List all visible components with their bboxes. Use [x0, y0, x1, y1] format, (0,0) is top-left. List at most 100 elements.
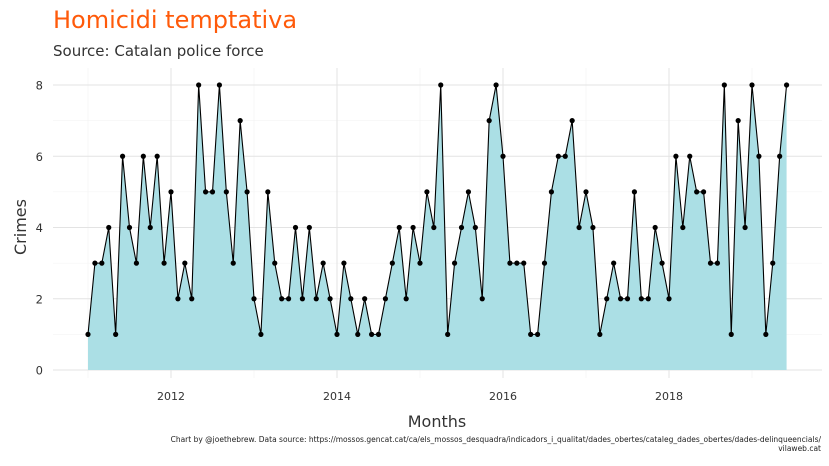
data-point [680, 224, 686, 231]
data-point [424, 189, 430, 195]
data-point [119, 153, 126, 159]
data-point [500, 153, 506, 159]
data-point [223, 189, 229, 195]
series-line [87, 84, 788, 335]
y-tick-label: 8 [36, 79, 43, 93]
data-point [175, 296, 181, 302]
data-point [652, 224, 658, 231]
data-point [389, 260, 395, 266]
data-point [777, 153, 783, 159]
y-axis-title: Crimes [11, 199, 30, 255]
data-point [230, 260, 236, 266]
data-point [659, 260, 665, 266]
data-point [493, 82, 499, 88]
data-point [417, 260, 423, 266]
x-axis-title: Months [408, 412, 466, 431]
area-layer [87, 84, 788, 370]
data-point [514, 260, 520, 266]
data-point [133, 260, 140, 266]
data-point [451, 260, 458, 266]
data-point [541, 260, 548, 266]
data-point [258, 331, 264, 337]
data-point [597, 331, 603, 337]
data-point [555, 153, 561, 159]
data-point [306, 224, 312, 231]
data-point [458, 224, 465, 231]
data-point [548, 189, 555, 195]
x-tick-label: 2016 [489, 390, 517, 403]
data-point [244, 189, 250, 195]
caption-source: Chart by @joethebrew. Data source: https… [170, 435, 821, 444]
data-point [272, 260, 278, 266]
data-point [126, 224, 133, 231]
data-point [410, 224, 416, 231]
data-point [368, 331, 375, 337]
data-point [216, 82, 223, 88]
data-point [362, 296, 368, 302]
data-point [528, 331, 534, 337]
data-point [576, 224, 582, 231]
data-point [735, 118, 741, 124]
data-point [113, 331, 119, 337]
data-point [299, 296, 306, 302]
data-point [507, 260, 513, 266]
data-point [770, 260, 776, 266]
y-tick-label: 4 [36, 221, 43, 235]
chart-caption: Chart by @joethebrew. Data source: https… [61, 435, 821, 453]
data-point [182, 260, 188, 266]
data-point [756, 153, 762, 159]
data-point [140, 153, 146, 159]
data-point [604, 296, 610, 302]
area-fill [88, 85, 787, 370]
data-point [161, 260, 167, 266]
data-point [313, 296, 319, 302]
data-point [700, 189, 707, 195]
data-point [92, 260, 98, 266]
data-point [251, 296, 257, 302]
data-point [666, 296, 672, 302]
data-point [534, 331, 541, 337]
points-layer [85, 82, 790, 337]
data-point [742, 224, 748, 231]
data-point [486, 118, 492, 124]
data-point [569, 118, 575, 124]
data-point [320, 260, 326, 266]
data-point [783, 82, 790, 88]
data-point [292, 224, 299, 231]
data-point [521, 260, 527, 266]
data-point [196, 82, 202, 88]
data-point [714, 260, 721, 266]
data-point [85, 331, 91, 337]
data-point [147, 224, 153, 231]
data-point [617, 296, 624, 302]
data-point [707, 260, 714, 266]
data-point [721, 82, 727, 88]
data-point [445, 331, 451, 337]
data-point [631, 189, 638, 195]
data-point [382, 296, 389, 302]
data-point [472, 224, 478, 231]
data-point [396, 224, 402, 231]
data-point [106, 224, 112, 231]
data-point [431, 224, 437, 231]
data-point [638, 296, 644, 302]
data-point [728, 331, 734, 337]
data-point [237, 118, 243, 124]
data-point [209, 189, 216, 195]
data-point [624, 296, 631, 302]
chart-subtitle: Source: Catalan police force [53, 42, 264, 60]
data-point [99, 260, 105, 266]
data-point [583, 189, 589, 195]
chart-title: Homicidi temptativa [53, 6, 298, 34]
data-point [327, 296, 333, 302]
data-point [611, 260, 617, 266]
data-point [590, 224, 596, 231]
data-point [375, 331, 382, 337]
data-point [562, 153, 568, 159]
data-point [479, 296, 485, 302]
y-tick-label: 6 [36, 150, 43, 164]
data-point [645, 296, 651, 302]
caption-site: vilaweb.cat [778, 444, 821, 453]
x-tick-label: 2018 [655, 390, 683, 403]
